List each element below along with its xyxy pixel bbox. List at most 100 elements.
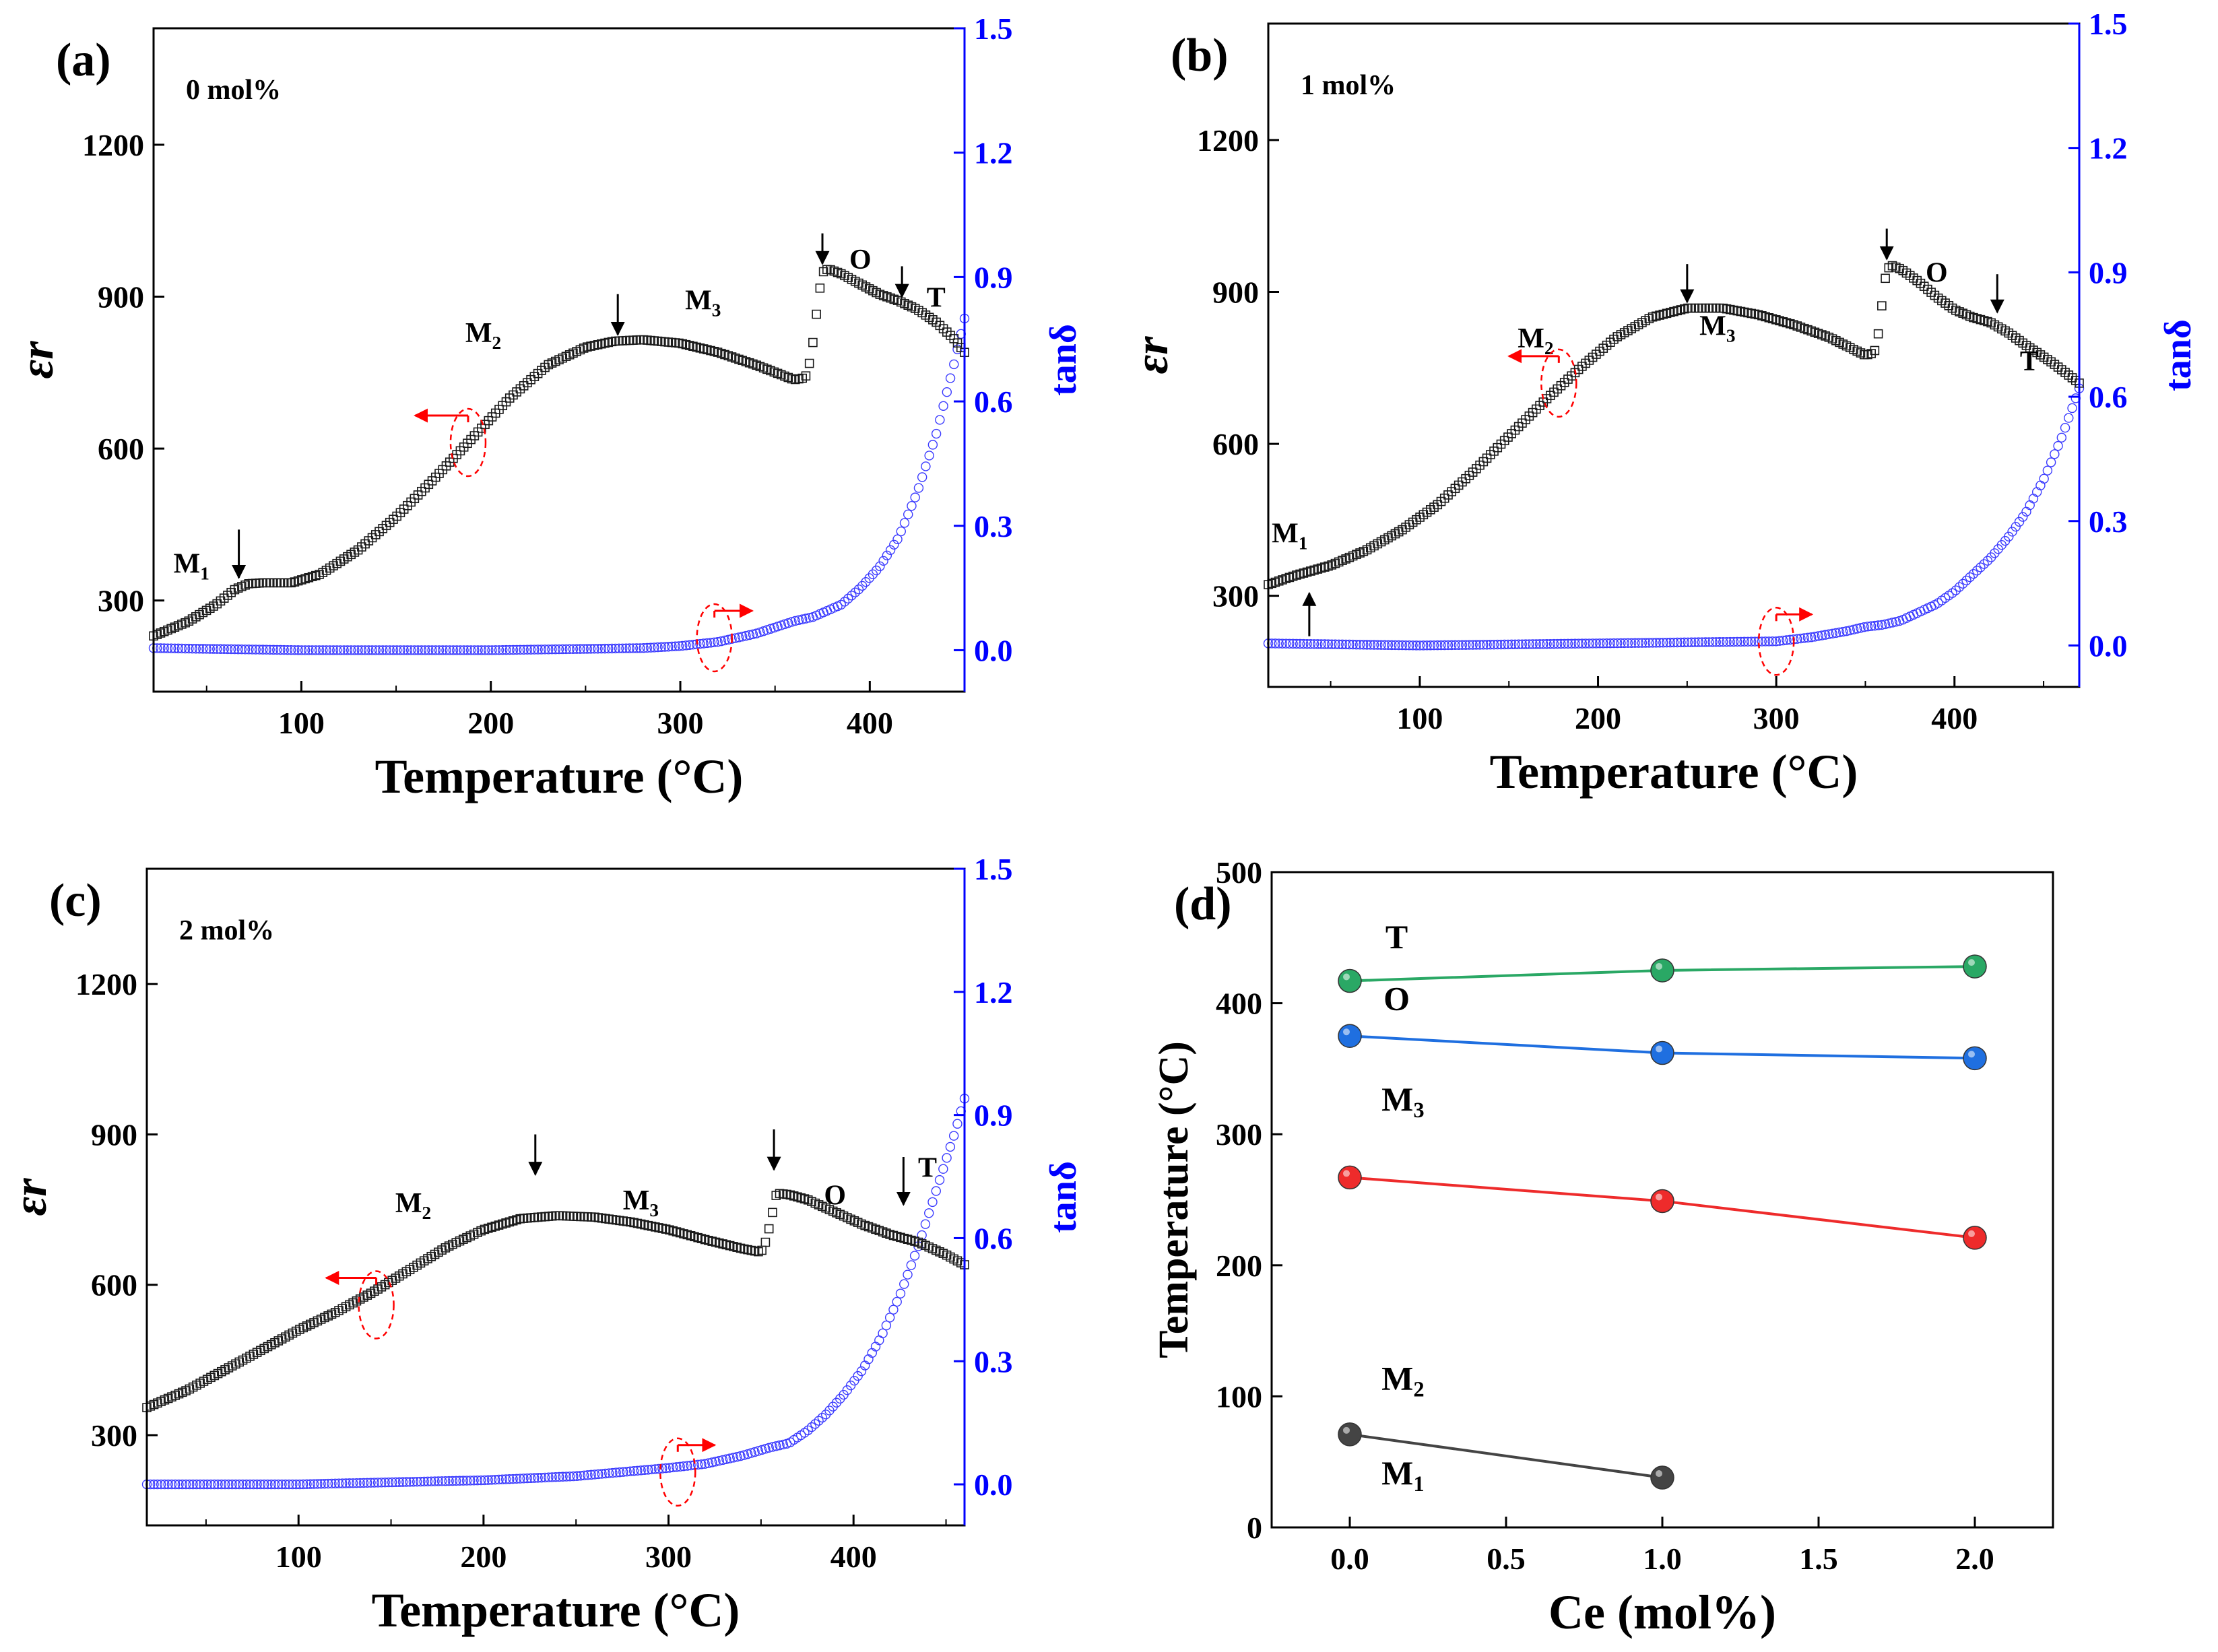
tan-point (388, 645, 399, 655)
tan-point (892, 534, 903, 544)
point-highlight (1656, 1470, 1662, 1478)
tan-point (383, 1477, 394, 1488)
point-highlight (1343, 1028, 1350, 1036)
series-point-M1 (1338, 1422, 1362, 1447)
y2-axis-title: tanδ (2157, 319, 2199, 391)
tan-point (1870, 620, 1880, 631)
tan-point (1359, 640, 1369, 650)
tan-point (1499, 639, 1509, 650)
tan-point (319, 1479, 330, 1489)
tan-point (166, 1479, 177, 1490)
tan-point (1982, 556, 1993, 566)
tan-point (533, 645, 543, 655)
tan-point (716, 636, 727, 647)
tan-point (244, 645, 254, 655)
tan-point (1700, 637, 1711, 647)
tan-point (469, 645, 480, 655)
tan-point (472, 1475, 483, 1486)
tan-point (589, 1469, 600, 1480)
tan-point (162, 643, 173, 653)
tan-point (494, 1474, 504, 1485)
tan-point (593, 1469, 604, 1480)
tan-point (1485, 640, 1495, 650)
tan-point (2056, 432, 2067, 443)
tan-point (628, 643, 639, 653)
tan-point (711, 1457, 721, 1467)
tan-point (536, 1472, 547, 1483)
tan-point (1538, 639, 1548, 649)
x-tick-label: 2.0 (1955, 1542, 1994, 1576)
tan-point (1379, 640, 1390, 650)
tan-point (1566, 638, 1577, 649)
tan-point (184, 643, 194, 654)
x-axis-title: Temperature (°C) (375, 750, 744, 803)
tan-point (1665, 637, 1675, 648)
tan-point (174, 1479, 184, 1490)
tan-point (564, 644, 575, 655)
tan-point (931, 1186, 941, 1196)
tan-point (1436, 640, 1446, 651)
tan-point (742, 1449, 753, 1459)
tan-point (1732, 636, 1742, 647)
phase-label-T: T (927, 283, 946, 314)
tan-point (610, 643, 620, 654)
tan-point (1302, 638, 1312, 649)
tan-point (924, 451, 934, 461)
tan-point (1433, 640, 1443, 651)
tan-point (1605, 638, 1615, 649)
x-tick-label: 100 (278, 706, 325, 740)
tan-point (378, 645, 388, 655)
tan-point (2067, 403, 2077, 414)
tan-point (1577, 638, 1588, 649)
tan-point (536, 645, 547, 655)
tan-point (445, 645, 455, 655)
tan-point (395, 645, 405, 655)
y2-tick-label: 1.2 (974, 975, 1013, 1010)
tan-point (1447, 640, 1457, 651)
tan-point (931, 428, 942, 439)
tan-point (934, 1175, 945, 1185)
tan-point (583, 1470, 593, 1480)
tan-point (945, 1142, 956, 1152)
tan-point (290, 645, 300, 655)
tan-point (1845, 625, 1855, 636)
tan-point (949, 359, 959, 370)
tan-point (1474, 640, 1485, 650)
tan-point (222, 644, 233, 655)
y2-tick-label: 0.3 (974, 1344, 1013, 1379)
tan-point (387, 1477, 397, 1488)
tan-point (255, 1479, 266, 1490)
tan-point (1827, 628, 1837, 639)
tan-point (2007, 527, 2017, 537)
tan-point (657, 1463, 667, 1474)
tan-point (275, 645, 286, 655)
tan-point (575, 1471, 586, 1481)
tan-point (817, 1412, 828, 1423)
series-point-T (1338, 968, 1362, 993)
phase-label-O: O (1926, 257, 1948, 288)
tan-point (705, 638, 716, 648)
point-highlight (1656, 962, 1662, 970)
tan-point (156, 1479, 166, 1490)
tan-point (1408, 640, 1418, 651)
tan-point (649, 642, 659, 653)
tan-point (402, 645, 413, 655)
tan-point (907, 501, 917, 511)
tan-point (1580, 638, 1591, 649)
tan-point (750, 1447, 760, 1457)
y2-tick-label: 0.6 (974, 385, 1013, 419)
tan-point (226, 644, 236, 655)
eps-point (1873, 329, 1883, 339)
tan-point (1838, 626, 1848, 637)
phase-label-M3: M3 (623, 1185, 659, 1220)
tan-point (350, 645, 360, 655)
tan-point (202, 1479, 212, 1490)
tan-point (2004, 531, 2014, 541)
tan-point (696, 1459, 707, 1469)
tan-point (621, 643, 631, 653)
tan-point (585, 644, 596, 654)
tan-point (1478, 640, 1489, 650)
tan-point (814, 1416, 824, 1426)
tan-point (213, 1479, 223, 1490)
tan-point (1542, 639, 1552, 649)
